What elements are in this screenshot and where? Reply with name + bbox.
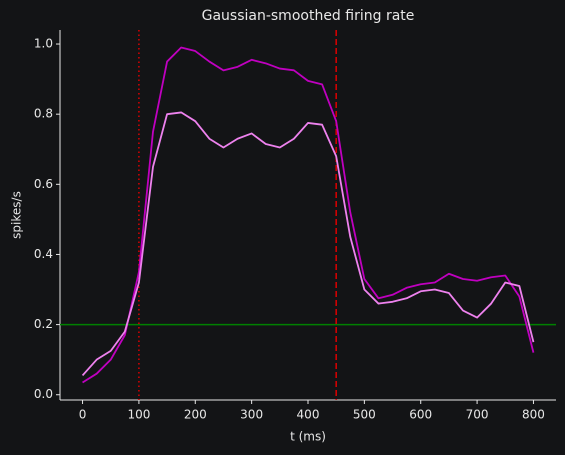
y-tick-label: 0.2 — [34, 317, 53, 331]
y-tick-label: 0.4 — [34, 247, 53, 261]
y-tick-label: 0.6 — [34, 177, 53, 191]
x-tick-label: 100 — [127, 408, 150, 422]
x-tick-label: 300 — [240, 408, 263, 422]
x-tick-label: 0 — [79, 408, 87, 422]
series-line — [81, 111, 535, 377]
x-tick-label: 700 — [466, 408, 489, 422]
x-tick-label: 200 — [184, 408, 207, 422]
x-axis-label: t (ms) — [290, 430, 326, 444]
chart-title: Gaussian-smoothed firing rate — [202, 8, 415, 24]
x-tick-label: 600 — [409, 408, 432, 422]
y-tick-label: 0.8 — [34, 107, 53, 121]
y-axis-label: spikes/s — [10, 191, 24, 239]
x-tick-label: 400 — [297, 408, 320, 422]
y-tick-label: 1.0 — [34, 37, 53, 51]
x-tick-label: 800 — [522, 408, 545, 422]
x-tick-label: 500 — [353, 408, 376, 422]
y-tick-label: 0.0 — [34, 387, 53, 401]
series-line — [82, 46, 535, 384]
